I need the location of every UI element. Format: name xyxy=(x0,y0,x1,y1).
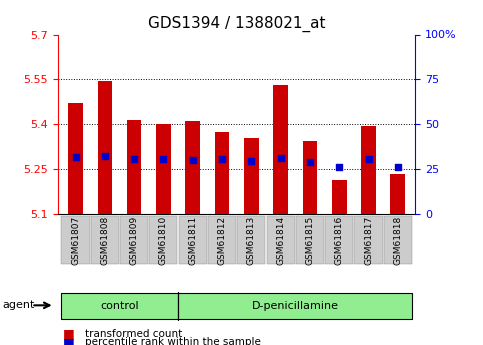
Bar xyxy=(361,126,376,214)
Bar xyxy=(127,120,142,214)
Text: GSM61808: GSM61808 xyxy=(100,216,109,266)
FancyBboxPatch shape xyxy=(267,216,295,264)
FancyBboxPatch shape xyxy=(384,216,412,264)
Point xyxy=(306,159,314,164)
Bar xyxy=(332,179,346,214)
Bar xyxy=(98,81,112,214)
FancyBboxPatch shape xyxy=(325,216,353,264)
Bar xyxy=(273,85,288,214)
Point xyxy=(394,164,402,169)
Bar xyxy=(215,132,229,214)
Text: GSM61817: GSM61817 xyxy=(364,216,373,266)
Text: D-penicillamine: D-penicillamine xyxy=(252,300,339,310)
FancyBboxPatch shape xyxy=(237,216,265,264)
FancyBboxPatch shape xyxy=(178,293,412,319)
FancyBboxPatch shape xyxy=(91,216,119,264)
Bar xyxy=(302,141,317,214)
Bar xyxy=(185,121,200,214)
Title: GDS1394 / 1388021_at: GDS1394 / 1388021_at xyxy=(148,16,326,32)
FancyBboxPatch shape xyxy=(61,216,90,264)
Text: transformed count: transformed count xyxy=(85,329,182,339)
Point xyxy=(277,155,284,160)
Point xyxy=(159,156,167,161)
FancyBboxPatch shape xyxy=(149,216,177,264)
Text: control: control xyxy=(100,300,139,310)
FancyBboxPatch shape xyxy=(120,216,148,264)
FancyBboxPatch shape xyxy=(208,216,236,264)
Text: GSM61811: GSM61811 xyxy=(188,216,197,266)
Text: GSM61813: GSM61813 xyxy=(247,216,256,266)
Text: GSM61816: GSM61816 xyxy=(335,216,344,266)
FancyBboxPatch shape xyxy=(355,216,383,264)
FancyBboxPatch shape xyxy=(179,216,207,264)
Point xyxy=(189,157,197,163)
Point xyxy=(247,158,255,164)
Point xyxy=(130,156,138,161)
Text: percentile rank within the sample: percentile rank within the sample xyxy=(85,337,260,345)
Point xyxy=(71,154,79,160)
Point xyxy=(101,153,109,158)
FancyBboxPatch shape xyxy=(296,216,324,264)
Bar xyxy=(68,103,83,214)
Text: GSM61809: GSM61809 xyxy=(129,216,139,266)
Text: GSM61810: GSM61810 xyxy=(159,216,168,266)
Bar xyxy=(390,174,405,214)
Point xyxy=(335,164,343,169)
Bar xyxy=(156,124,171,214)
Text: ■: ■ xyxy=(63,336,74,345)
Text: GSM61814: GSM61814 xyxy=(276,216,285,265)
Text: ■: ■ xyxy=(63,327,74,341)
Text: GSM61818: GSM61818 xyxy=(393,216,402,266)
Text: agent: agent xyxy=(2,300,35,310)
Bar xyxy=(244,138,258,214)
Text: GSM61815: GSM61815 xyxy=(305,216,314,266)
FancyBboxPatch shape xyxy=(61,293,178,319)
Text: GSM61807: GSM61807 xyxy=(71,216,80,266)
Point xyxy=(218,157,226,162)
Point xyxy=(365,156,372,162)
Text: GSM61812: GSM61812 xyxy=(217,216,227,265)
